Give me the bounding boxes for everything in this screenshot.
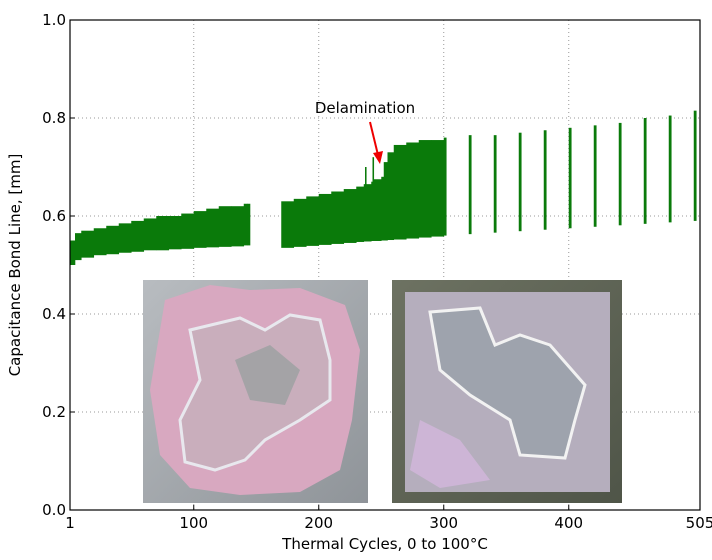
range-bar (406, 143, 419, 239)
range-bar (281, 201, 294, 248)
x-tick-label: 200 (304, 514, 333, 532)
x-tick-label: 505 (686, 514, 712, 532)
range-bar (431, 140, 444, 237)
annotation: Delamination (315, 99, 415, 117)
range-bar (306, 196, 319, 245)
range-bar (619, 123, 622, 225)
x-tick-label: 100 (179, 514, 208, 532)
range-bar (519, 133, 522, 231)
range-bar (181, 214, 194, 249)
x-tick-label: 1 (65, 514, 75, 532)
range-bar (374, 179, 382, 241)
range-bar (419, 140, 432, 238)
range-bar (381, 177, 384, 241)
range-bar (81, 231, 94, 258)
range-bar (694, 111, 697, 221)
range-bar (144, 218, 157, 250)
y-tick-label: 0.4 (42, 305, 66, 323)
range-bar (366, 184, 371, 241)
range-bar (331, 192, 344, 244)
inset-photo-left (143, 280, 368, 503)
range-bar (469, 135, 472, 234)
x-tick-label: 400 (554, 514, 583, 532)
range-bar (494, 135, 497, 233)
x-tick-label: 300 (429, 514, 458, 532)
y-axis-label: Capacitance Bond Line, [mm] (6, 154, 24, 377)
range-bar (594, 125, 597, 226)
range-bar (206, 209, 219, 248)
range-bar (131, 221, 144, 252)
range-bar (94, 228, 107, 255)
range-bar (119, 223, 132, 252)
y-tick-label: 0.0 (42, 501, 66, 519)
range-bar (156, 216, 169, 250)
range-bar (569, 128, 572, 228)
y-tick-label: 0.2 (42, 403, 66, 421)
inset-photo-right (392, 280, 622, 503)
range-bar (70, 241, 75, 266)
range-bar (319, 194, 332, 245)
range-bar (106, 226, 119, 254)
annotation-arrow (370, 122, 383, 164)
range-bar (669, 116, 672, 223)
range-bar (544, 130, 547, 229)
range-bar (194, 211, 207, 248)
range-bar (231, 206, 244, 246)
y-tick-label: 0.6 (42, 207, 66, 225)
range-bar (384, 162, 388, 240)
range-bar (169, 216, 182, 249)
range-bar (444, 138, 447, 236)
x-axis-label: Thermal Cycles, 0 to 100°C (281, 535, 488, 553)
range-bar (244, 204, 248, 246)
range-bar (248, 204, 251, 246)
range-bar (388, 152, 395, 240)
range-bar (394, 145, 407, 240)
chart: Thermal Cycles, 0 to 100°C Capacitance B… (0, 0, 712, 560)
y-tick-label: 0.8 (42, 109, 66, 127)
range-bar (344, 189, 357, 243)
range-bar (219, 206, 232, 247)
range-bar (294, 199, 307, 247)
range-bar (75, 233, 82, 260)
range-bar (644, 118, 647, 224)
range-bar (356, 187, 364, 242)
y-tick-label: 1.0 (42, 11, 66, 29)
